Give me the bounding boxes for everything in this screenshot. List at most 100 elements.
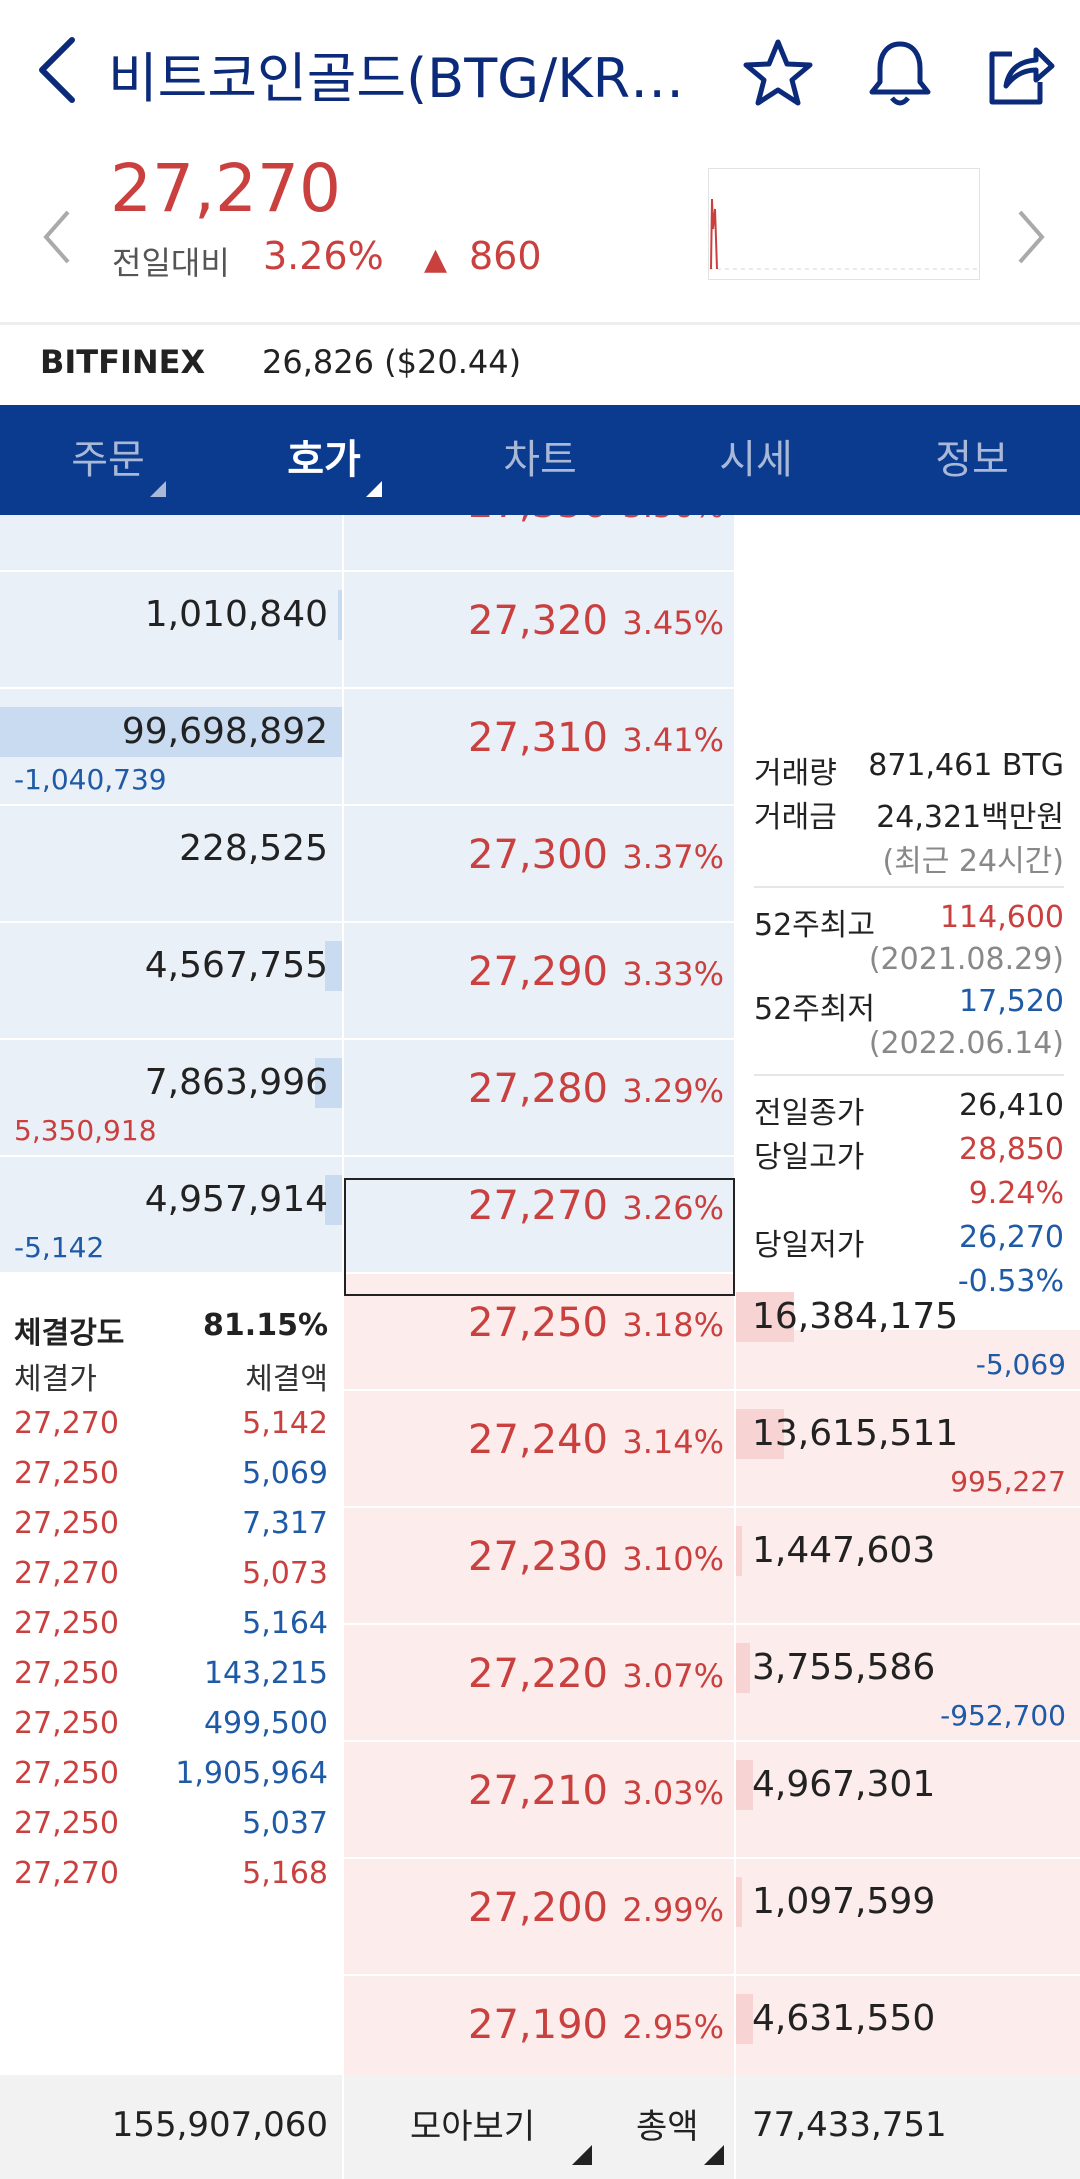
bid-price-cell[interactable]: 27,250 3.18% — [344, 1274, 734, 1389]
prev-close-label: 전일종가 — [754, 1096, 865, 1131]
col-price-header: 체결가 — [14, 1362, 97, 1397]
bid-qty-change: -5,069 — [975, 1348, 1066, 1381]
ask-row[interactable]: 99,698,892 -1,040,739 27,310 3.41% — [0, 689, 1080, 806]
info-panel: 거래량 871,461 BTG 거래금 24,321백만원 (최근 24시간) … — [736, 740, 1080, 1330]
up-triangle-icon: ▲ — [424, 242, 448, 277]
mini-chart[interactable] — [708, 168, 981, 280]
ask-row[interactable]: 4,567,755 27,290 3.33% — [0, 923, 1080, 1040]
tab-info[interactable]: 정보 — [864, 405, 1080, 515]
divider — [734, 2075, 736, 2179]
trade-price: 27,250 — [14, 1606, 119, 1641]
next-coin-icon[interactable] — [1010, 202, 1050, 272]
ask-row[interactable]: 908,569 27,350 3.56% — [0, 515, 1080, 572]
ask-change-pct: 3.29% — [622, 1072, 724, 1110]
bid-price: 27,230 — [468, 1534, 608, 1580]
tab-order[interactable]: 주문 — [0, 405, 216, 515]
prev-coin-icon[interactable] — [38, 202, 78, 272]
ask-qty-change: -1,040,739 — [14, 763, 167, 796]
change-label: 전일대비 — [112, 244, 230, 282]
tab-orderbook-label: 호가 — [287, 437, 361, 483]
corner-icon — [150, 481, 166, 497]
trade-row: 27,250 5,069 — [0, 1452, 342, 1502]
bid-qty: 13,615,511 — [752, 1413, 959, 1454]
volume-label: 거래량 — [754, 756, 837, 791]
ask-change-pct: 3.26% — [622, 1189, 724, 1227]
bid-change-pct: 3.03% — [622, 1774, 724, 1812]
bid-qty-change: 995,227 — [950, 1465, 1066, 1498]
ask-price-cell[interactable]: 27,280 3.29% — [344, 1040, 734, 1155]
bid-change-pct: 3.18% — [622, 1306, 724, 1344]
bid-qty-cell: 1,447,603 — [736, 1508, 1080, 1623]
ask-qty-bar — [314, 1058, 342, 1108]
ask-qty: 1,010,840 — [144, 594, 328, 635]
day-high-label: 당일고가 — [754, 1140, 865, 1175]
bid-price-cell[interactable]: 27,220 3.07% — [344, 1625, 734, 1740]
ask-price-cell[interactable]: 27,310 3.41% — [344, 689, 734, 804]
bid-price-cell[interactable]: 27,240 3.14% — [344, 1391, 734, 1506]
trade-amount: 5,142 — [242, 1406, 328, 1441]
bid-qty: 4,631,550 — [752, 1998, 936, 2039]
tab-orderbook[interactable]: 호가 — [216, 405, 432, 515]
bid-price: 27,200 — [468, 1885, 608, 1931]
trade-price: 27,270 — [14, 1406, 119, 1441]
ask-row[interactable]: 4,957,914 -5,142 27,270 3.26% — [0, 1157, 1080, 1274]
bid-qty-bar — [736, 1292, 795, 1342]
trade-row: 27,250 1,905,964 — [0, 1752, 342, 1802]
ask-price-cell[interactable]: 27,300 3.37% — [344, 806, 734, 921]
bid-row[interactable]: 27,230 3.10% 1,447,603 — [0, 1508, 1080, 1625]
bid-price-cell[interactable]: 27,200 2.99% — [344, 1859, 734, 1974]
low52-label: 52주최저 — [754, 992, 875, 1027]
back-icon[interactable] — [28, 30, 88, 110]
exchange-row: BITFINEX 26,826 ($20.44) — [0, 325, 1080, 405]
change-percent: 3.26% — [263, 234, 384, 278]
col-amount-header: 체결액 — [245, 1362, 328, 1397]
bid-price-cell[interactable]: 27,190 2.95% — [344, 1976, 734, 2075]
tab-market[interactable]: 시세 — [648, 405, 864, 515]
trade-price: 27,270 — [14, 1856, 119, 1891]
bid-total: 77,433,751 — [752, 2105, 947, 2145]
ask-qty-bar — [338, 590, 342, 640]
trade-row: 27,270 5,142 — [0, 1402, 342, 1452]
ask-price-cell[interactable]: 27,350 3.56% — [344, 515, 734, 570]
ask-price-cell[interactable]: 27,290 3.33% — [344, 923, 734, 1038]
ask-qty-cell: 7,863,996 5,350,918 — [0, 1040, 342, 1155]
trade-price: 27,250 — [14, 1456, 119, 1491]
total-amount-button[interactable]: 총액 — [636, 2075, 699, 2179]
bell-icon[interactable] — [862, 36, 938, 112]
ask-row[interactable]: 7,863,996 5,350,918 27,280 3.29% — [0, 1040, 1080, 1157]
divider — [754, 1074, 1064, 1076]
trade-row: 27,250 5,037 — [0, 1802, 342, 1852]
ask-qty-cell: 4,957,914 -5,142 — [0, 1157, 342, 1272]
ask-qty: 228,525 — [179, 828, 328, 869]
collect-view-button[interactable]: 모아보기 — [410, 2075, 535, 2179]
ask-price-cell[interactable]: 27,320 3.45% — [344, 572, 734, 687]
ask-price: 27,310 — [468, 715, 608, 761]
trade-amount: 143,215 — [203, 1656, 328, 1691]
bid-row[interactable]: 27,220 3.07% 3,755,586 -952,700 — [0, 1625, 1080, 1742]
trade-price: 27,270 — [14, 1556, 119, 1591]
ask-qty-bar — [324, 941, 342, 991]
bid-row[interactable]: 27,240 3.14% 13,615,511 995,227 — [0, 1391, 1080, 1508]
bid-qty: 1,097,599 — [752, 1881, 936, 1922]
low52-date: (2022.06.14) — [868, 1026, 1064, 1061]
bid-change-pct: 3.07% — [622, 1657, 724, 1695]
ask-row[interactable]: 228,525 27,300 3.37% — [0, 806, 1080, 923]
bid-price-cell[interactable]: 27,210 3.03% — [344, 1742, 734, 1857]
tab-chart[interactable]: 차트 — [432, 405, 648, 515]
bid-qty-bar — [736, 1994, 754, 2044]
top-bar: 비트코인골드(BTG/KR… — [0, 0, 1080, 150]
tab-info-label: 정보 — [935, 437, 1009, 483]
share-icon[interactable] — [982, 36, 1058, 112]
trade-row: 27,250 5,164 — [0, 1602, 342, 1652]
bid-row[interactable]: 27,190 2.95% 4,631,550 — [0, 1976, 1080, 2075]
ask-price-cell[interactable]: 27,270 3.26% — [344, 1157, 734, 1272]
star-icon[interactable] — [740, 36, 816, 112]
bid-row[interactable]: 27,210 3.03% 4,967,301 — [0, 1742, 1080, 1859]
bid-row[interactable]: 27,200 2.99% 1,097,599 — [0, 1859, 1080, 1976]
ask-row[interactable]: 1,010,840 27,320 3.45% — [0, 572, 1080, 689]
change-amount: 860 — [469, 234, 542, 278]
bid-qty: 1,447,603 — [752, 1530, 936, 1571]
bid-price-cell[interactable]: 27,230 3.10% — [344, 1508, 734, 1623]
day-low-label: 당일저가 — [754, 1228, 865, 1263]
amount-label: 거래금 — [754, 800, 837, 835]
